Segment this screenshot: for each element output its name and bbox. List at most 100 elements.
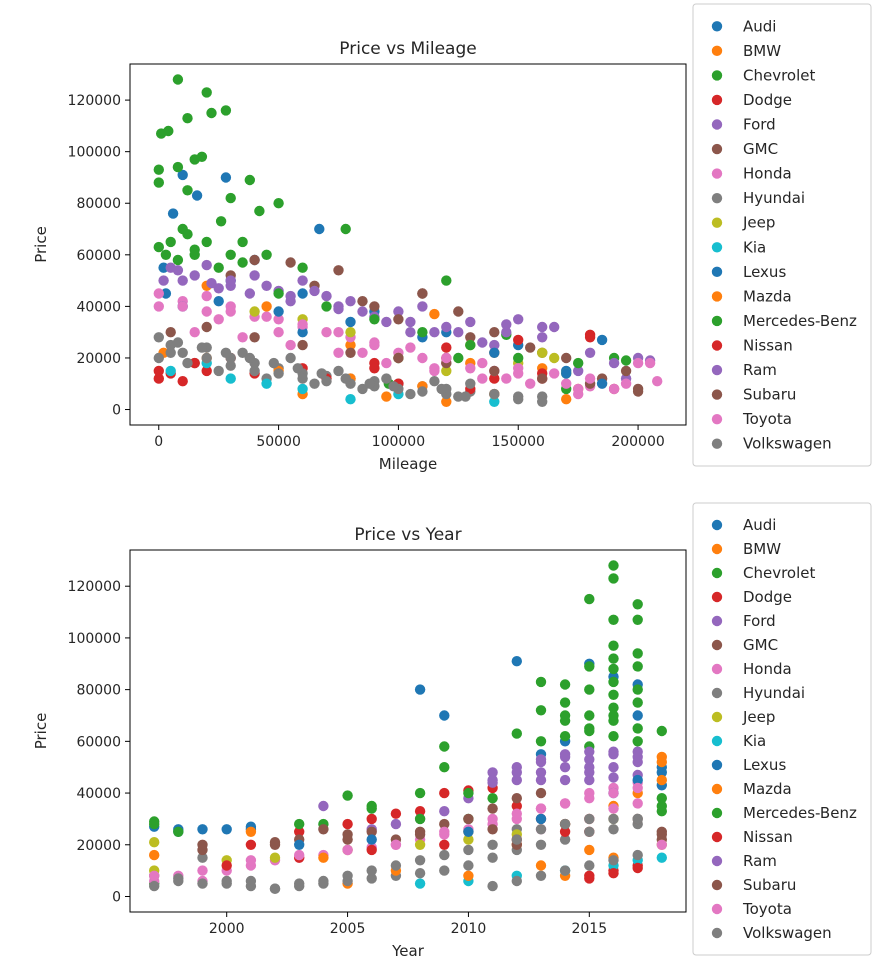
chart-2-point-chevrolet: [656, 793, 667, 804]
chart-2-legend-label-subaru: Subaru: [743, 876, 796, 894]
chart-2-legend-box: [692, 502, 872, 956]
chart-1-point-subaru: [345, 347, 356, 358]
chart-1-point-ford: [393, 306, 404, 317]
chart-1-point-volkswagen: [364, 378, 375, 389]
chart-2-legend-label-hyundai: Hyundai: [743, 684, 805, 702]
chart-2-point-volkswagen: [342, 870, 353, 881]
chart-1-point-volkswagen: [340, 373, 351, 384]
chart-1-point-chevrolet: [153, 241, 164, 253]
chart-2-point-volkswagen: [366, 865, 377, 876]
chart-1-point-hyundai: [357, 383, 368, 395]
chart-1-point-ram: [501, 319, 512, 330]
chart-2-point-ford: [487, 767, 498, 778]
chart-2-point-mercedes-benz: [414, 813, 426, 825]
chart-1-point-toyota: [273, 327, 284, 338]
chart-1-legend-marker-ford: [711, 119, 723, 130]
chart-2-point-volkswagen: [535, 870, 547, 881]
chart-1-legend-marker-hyundai: [711, 192, 723, 204]
chart-2-point-toyota: [294, 849, 305, 861]
chart-2-point-jeep: [269, 852, 281, 863]
chart-2-point-subaru: [342, 834, 353, 845]
chart-2-point-chevrolet: [608, 640, 619, 651]
chart-1-point-mercedes-benz: [182, 229, 193, 240]
chart-2-point-volkswagen: [390, 860, 402, 871]
chart-1-title: Price vs Mileage: [339, 39, 476, 59]
chart-2-point-nissan: [584, 870, 595, 881]
chart-2-point-volkswagen: [487, 880, 498, 892]
chart-2: 2000 2005 2010 2015 0 20000 40000 60000 80000 100…: [32, 502, 872, 960]
chart-1-point-volkswagen: [196, 342, 208, 353]
chart-1-point-kia: [345, 394, 356, 405]
chart-2-y-tick-label: 0: [112, 889, 121, 905]
chart-1-point-gmc: [465, 332, 476, 343]
chart-2-point-volkswagen: [269, 883, 281, 894]
chart-2-point-chevrolet: [584, 684, 595, 695]
chart-1-legend-label-kia: Kia: [743, 238, 766, 256]
chart-2-point-lexus: [463, 826, 474, 837]
chart-2-point-chevrolet: [511, 728, 522, 739]
chart-1-point-toyota: [405, 342, 416, 353]
chart-1-point-volkswagen: [460, 391, 471, 402]
chart-1-point-subaru: [297, 339, 308, 351]
chart-2-point-nissan: [439, 839, 450, 850]
chart-2-point-mercedes-benz: [149, 816, 160, 827]
chart-1-point-nissan: [369, 363, 380, 374]
chart-1-point-volkswagen: [182, 357, 193, 369]
chart-2-point-hyundai: [559, 834, 571, 845]
chart-1-point-subaru: [249, 332, 260, 343]
chart-1-point-kia: [261, 378, 272, 389]
chart-1-point-jeep: [549, 352, 560, 364]
chart-1-point-mercedes-benz: [237, 257, 248, 268]
chart-2-point-mercedes-benz: [632, 697, 643, 708]
chart-2-legend-label-ford: Ford: [743, 612, 776, 630]
chart-1-point-audi: [167, 208, 179, 219]
chart-1-point-honda: [477, 373, 488, 384]
chart-2-point-chevrolet: [439, 741, 450, 752]
chart-1-point-chevrolet: [254, 205, 265, 217]
chart-2-point-subaru: [197, 844, 208, 856]
chart-2-x-tick-label: 2015: [571, 921, 607, 937]
chart-1-x-tick-label: 50000: [256, 434, 301, 450]
chart-1-point-jeep: [537, 347, 548, 358]
chart-1-point-dodge: [489, 373, 500, 384]
chart-2-point-ram: [487, 774, 498, 786]
chart-2-legend-marker-toyota: [711, 903, 723, 915]
chart-1-point-gmc: [357, 296, 368, 307]
chart-2-point-toyota: [390, 839, 402, 850]
chart-2-point-ford: [439, 806, 450, 817]
chart-2-point-chevrolet: [608, 676, 619, 688]
chart-1-legend-label-lexus: Lexus: [743, 263, 786, 281]
chart-1-point-volkswagen: [244, 352, 255, 364]
chart-1-point-volkswagen: [316, 368, 327, 379]
chart-1-point-ram: [225, 275, 236, 286]
chart-2-point-dodge: [294, 826, 305, 837]
chart-1-legend-label-toyota: Toyota: [742, 410, 792, 428]
chart-1-x-axis-label: Mileage: [379, 455, 437, 473]
chart-2-point-hyundai: [463, 860, 474, 871]
chart-1-point-honda: [652, 376, 663, 387]
chart-1-point-hyundai: [333, 365, 344, 377]
chart-2-point-dodge: [390, 808, 402, 819]
chart-1-point-volkswagen: [436, 383, 447, 395]
chart-2-point-nissan: [632, 862, 643, 874]
chart-2-point-kia: [656, 852, 667, 863]
chart-2-legend-marker-ford: [711, 615, 723, 627]
chart-1-point-volkswagen: [388, 381, 399, 392]
chart-2-point-gmc: [535, 787, 547, 799]
chart-1-point-audi: [191, 190, 203, 201]
chart-1: 0 50000 100000 150000 200000 0 20000 40000 60000…: [32, 3, 872, 473]
chart-2-point-mazda: [656, 756, 667, 768]
chart-2-point-hyundai: [608, 824, 619, 835]
chart-1-point-bmw: [381, 391, 392, 402]
chart-1-point-ram: [405, 316, 416, 328]
chart-1-legend-label-mercedes-benz: Mercedes-Benz: [743, 312, 857, 330]
chart-2-legend-marker-ram: [711, 855, 723, 867]
chart-2-point-toyota: [656, 839, 667, 850]
chart-1-point-nissan: [584, 332, 596, 343]
chart-1-point-dodge: [177, 376, 188, 387]
chart-1-point-chevrolet: [244, 174, 255, 186]
chart-2-point-mazda: [245, 826, 257, 837]
chart-1-point-nissan: [189, 357, 200, 369]
chart-2-point-mercedes-benz: [535, 736, 547, 747]
chart-1-legend-marker-ram: [711, 364, 723, 376]
